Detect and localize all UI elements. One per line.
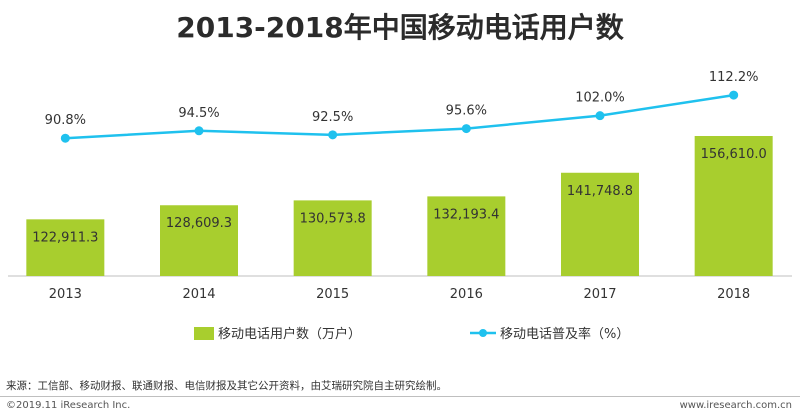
line-value-label: 112.2%	[709, 70, 759, 85]
bar-2014	[160, 205, 238, 276]
bar-value-label: 156,610.0	[701, 147, 767, 162]
line-point-2017	[595, 111, 605, 121]
x-tick-label: 2014	[182, 287, 215, 302]
bar-2016	[427, 196, 506, 276]
line-point-2015	[328, 130, 338, 140]
bar-value-label: 130,573.8	[300, 211, 366, 226]
chart-title: 2013-2018年中国移动电话用户数	[176, 11, 624, 44]
bar-value-label: 132,193.4	[433, 207, 499, 222]
bar-2018	[694, 136, 773, 276]
bars-layer: 122,911.3 128,609.3 130,573.8 132,193.4 141,…	[26, 136, 773, 276]
line-point-2018	[729, 90, 739, 100]
x-tick-label: 2017	[583, 287, 616, 302]
line-value-label: 102.0%	[575, 91, 625, 106]
x-tick-label: 2015	[316, 287, 349, 302]
bar-2015	[293, 200, 372, 276]
bar-2013	[26, 219, 105, 276]
legend-bar-swatch	[194, 327, 214, 340]
penetration-line	[65, 93, 734, 140]
footer-divider	[0, 396, 800, 397]
bar-value-label: 141,748.8	[567, 184, 633, 199]
x-tick-labels: 2013 2014 2015 2016 2017 2018	[49, 287, 750, 302]
line-value-label: 92.5%	[312, 110, 353, 125]
x-tick-label: 2013	[49, 287, 82, 302]
website-link[interactable]: www.iresearch.com.cn	[679, 400, 792, 411]
line-value-label: 94.5%	[178, 106, 219, 121]
line-layer: 90.8% 94.5% 92.5% 95.6% 102.0% 112.2%	[45, 70, 759, 143]
bar-value-label: 122,911.3	[32, 230, 98, 245]
legend: 移动电话用户数（万户） 移动电话普及率（%）	[194, 326, 629, 342]
x-tick-label: 2018	[717, 287, 750, 302]
line-value-label: 90.8%	[45, 113, 86, 128]
source-note: 来源：工信部、移动财报、联通财报、电信财报及其它公开资料，由艾瑞研究院自主研究绘…	[6, 380, 447, 392]
legend-bar-label: 移动电话用户数（万户）	[218, 326, 361, 342]
legend-line-label: 移动电话普及率（%）	[500, 326, 629, 342]
legend-line-marker	[479, 329, 487, 337]
bar-value-label: 128,609.3	[166, 216, 232, 231]
line-point-2013	[60, 133, 70, 143]
line-value-label: 95.6%	[446, 104, 487, 119]
line-point-2016	[461, 124, 471, 134]
bar-2017	[561, 172, 639, 276]
line-point-2014	[194, 126, 204, 136]
copyright-text: ©2019.11 iResearch Inc.	[6, 400, 131, 411]
x-tick-label: 2016	[450, 287, 483, 302]
